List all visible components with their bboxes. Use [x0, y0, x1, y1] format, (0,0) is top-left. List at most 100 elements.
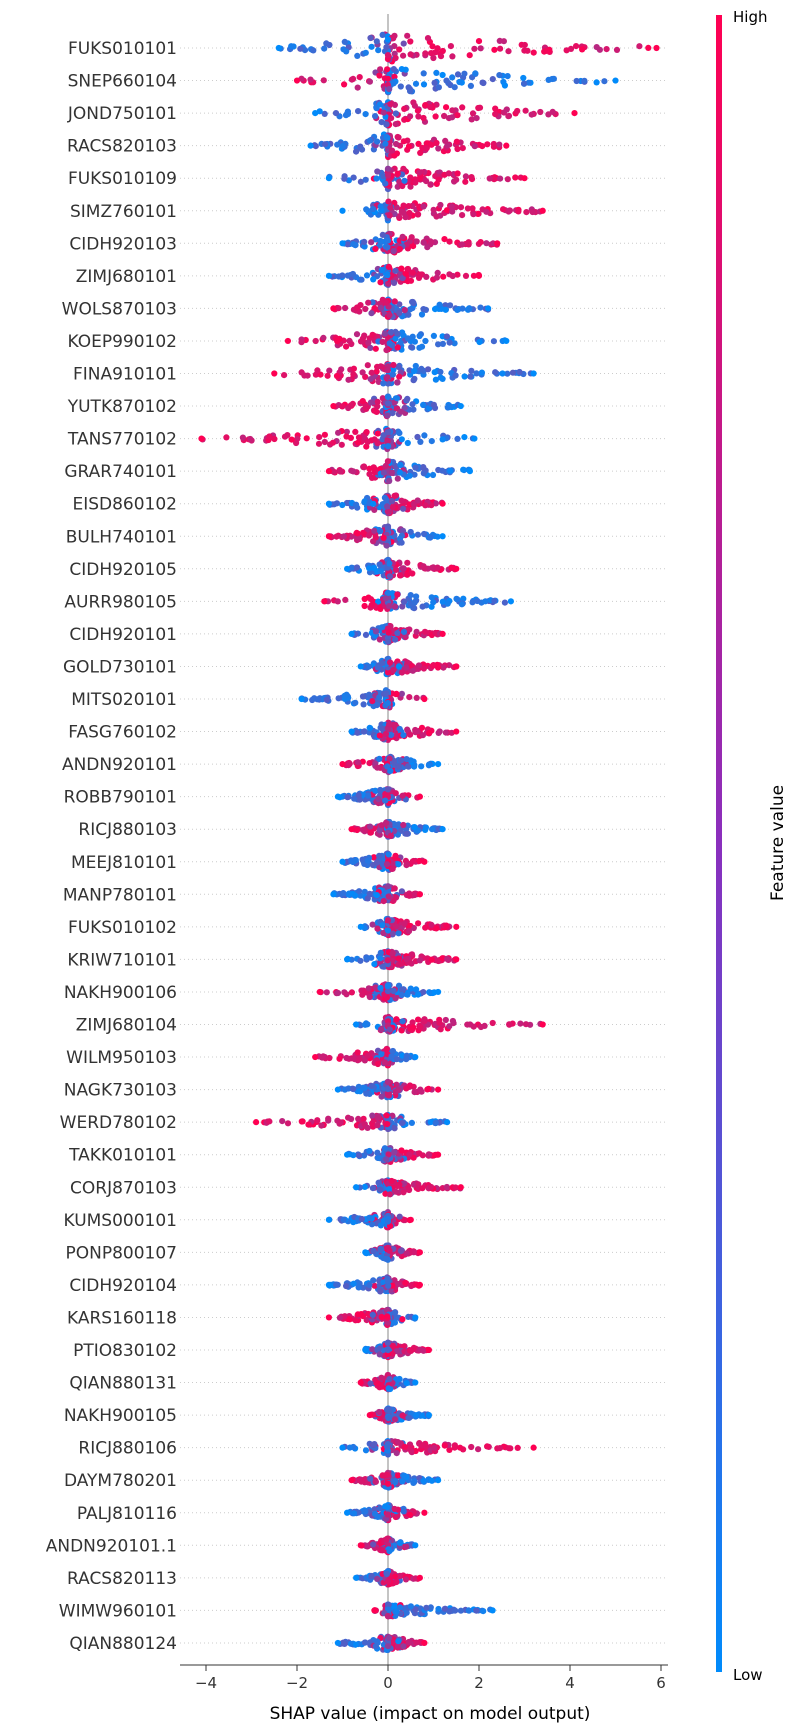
- shap-point: [362, 631, 370, 639]
- shap-point: [388, 731, 395, 739]
- shap-point: [429, 471, 437, 479]
- shap-point: [459, 104, 466, 111]
- shap-point: [399, 565, 406, 572]
- shap-point: [506, 1021, 513, 1028]
- shap-point: [367, 376, 374, 383]
- shap-point: [369, 1185, 376, 1192]
- shap-point: [449, 107, 456, 114]
- shap-point: [423, 273, 430, 280]
- shap-point: [512, 174, 519, 181]
- shap-point: [444, 142, 451, 149]
- shap-point: [377, 955, 384, 962]
- shap-point: [388, 469, 395, 476]
- shap-point: [457, 1184, 464, 1191]
- shap-point: [364, 1052, 371, 1059]
- shap-point: [463, 240, 471, 248]
- shap-point: [384, 36, 392, 43]
- shap-point: [323, 696, 330, 704]
- shap-point: [406, 209, 413, 217]
- shap-point: [360, 463, 368, 470]
- shap-point: [354, 1049, 361, 1056]
- shap-point: [418, 311, 426, 318]
- shap-point: [459, 145, 466, 152]
- shap-point: [400, 52, 407, 59]
- shap-point: [396, 469, 403, 476]
- shap-point: [413, 694, 420, 702]
- shap-point: [384, 438, 391, 445]
- shap-point: [354, 826, 361, 834]
- shap-point: [408, 234, 415, 241]
- shap-point: [348, 989, 355, 996]
- shap-point: [412, 1314, 419, 1321]
- shap-point: [384, 1091, 392, 1098]
- shap-point: [439, 340, 446, 347]
- shap-point: [357, 1379, 364, 1386]
- shap-point: [384, 374, 391, 381]
- shap-point: [345, 1055, 353, 1062]
- shap-point: [392, 790, 399, 797]
- shap-point: [439, 533, 446, 540]
- feature-points: [275, 31, 660, 65]
- shap-point: [394, 1182, 401, 1190]
- shap-point: [354, 304, 361, 311]
- shap-point: [385, 1414, 392, 1422]
- shap-point: [407, 306, 414, 313]
- shap-point: [372, 245, 379, 252]
- shap-point: [349, 270, 356, 278]
- shap-point: [477, 239, 484, 246]
- shap-point: [407, 731, 414, 738]
- shap-point: [405, 928, 413, 935]
- shap-point: [344, 956, 351, 963]
- shap-point: [391, 73, 398, 80]
- shap-point: [312, 1053, 319, 1061]
- shap-point: [407, 38, 414, 45]
- shap-point: [391, 885, 398, 892]
- shap-point: [601, 78, 608, 85]
- shap-point: [407, 985, 414, 992]
- shap-point: [368, 43, 375, 50]
- shap-point: [404, 439, 411, 447]
- shap-point: [439, 630, 446, 638]
- shap-point: [350, 1152, 357, 1159]
- shap-point: [434, 45, 441, 52]
- shap-point: [358, 276, 365, 283]
- shap-point: [341, 175, 348, 182]
- shap-point: [404, 395, 411, 402]
- shap-point: [521, 80, 528, 87]
- shap-point: [399, 792, 406, 799]
- shap-point: [406, 1151, 413, 1158]
- shap-point: [384, 458, 391, 465]
- shap-point: [424, 1086, 431, 1093]
- shap-point: [366, 471, 373, 478]
- shap-point: [363, 206, 370, 213]
- shap-point: [406, 472, 413, 479]
- shap-point: [392, 110, 399, 117]
- shap-point: [384, 1347, 392, 1354]
- shap-point: [321, 438, 328, 446]
- shap-point: [387, 329, 394, 336]
- shap-point: [428, 438, 435, 445]
- shap-point: [393, 690, 400, 698]
- shap-point: [398, 1120, 406, 1127]
- shap-point: [442, 729, 449, 736]
- shap-point: [350, 75, 357, 82]
- shap-point: [437, 1026, 444, 1033]
- shap-point: [390, 366, 397, 374]
- shap-point: [415, 1181, 422, 1188]
- shap-point: [419, 1185, 426, 1192]
- shap-point: [374, 1122, 381, 1129]
- shap-point: [400, 628, 408, 636]
- shap-point: [398, 1147, 405, 1154]
- shap-point: [384, 1319, 392, 1326]
- shap-point: [339, 272, 346, 279]
- shap-point: [375, 796, 382, 803]
- shap-point: [412, 80, 420, 87]
- shap-point: [385, 669, 392, 676]
- shap-point: [353, 148, 360, 155]
- shap-point: [334, 1086, 341, 1093]
- shap-point: [389, 1342, 397, 1349]
- shap-point: [430, 206, 437, 213]
- shap-point: [470, 211, 477, 218]
- shap-point: [394, 183, 401, 190]
- shap-point: [374, 1060, 381, 1068]
